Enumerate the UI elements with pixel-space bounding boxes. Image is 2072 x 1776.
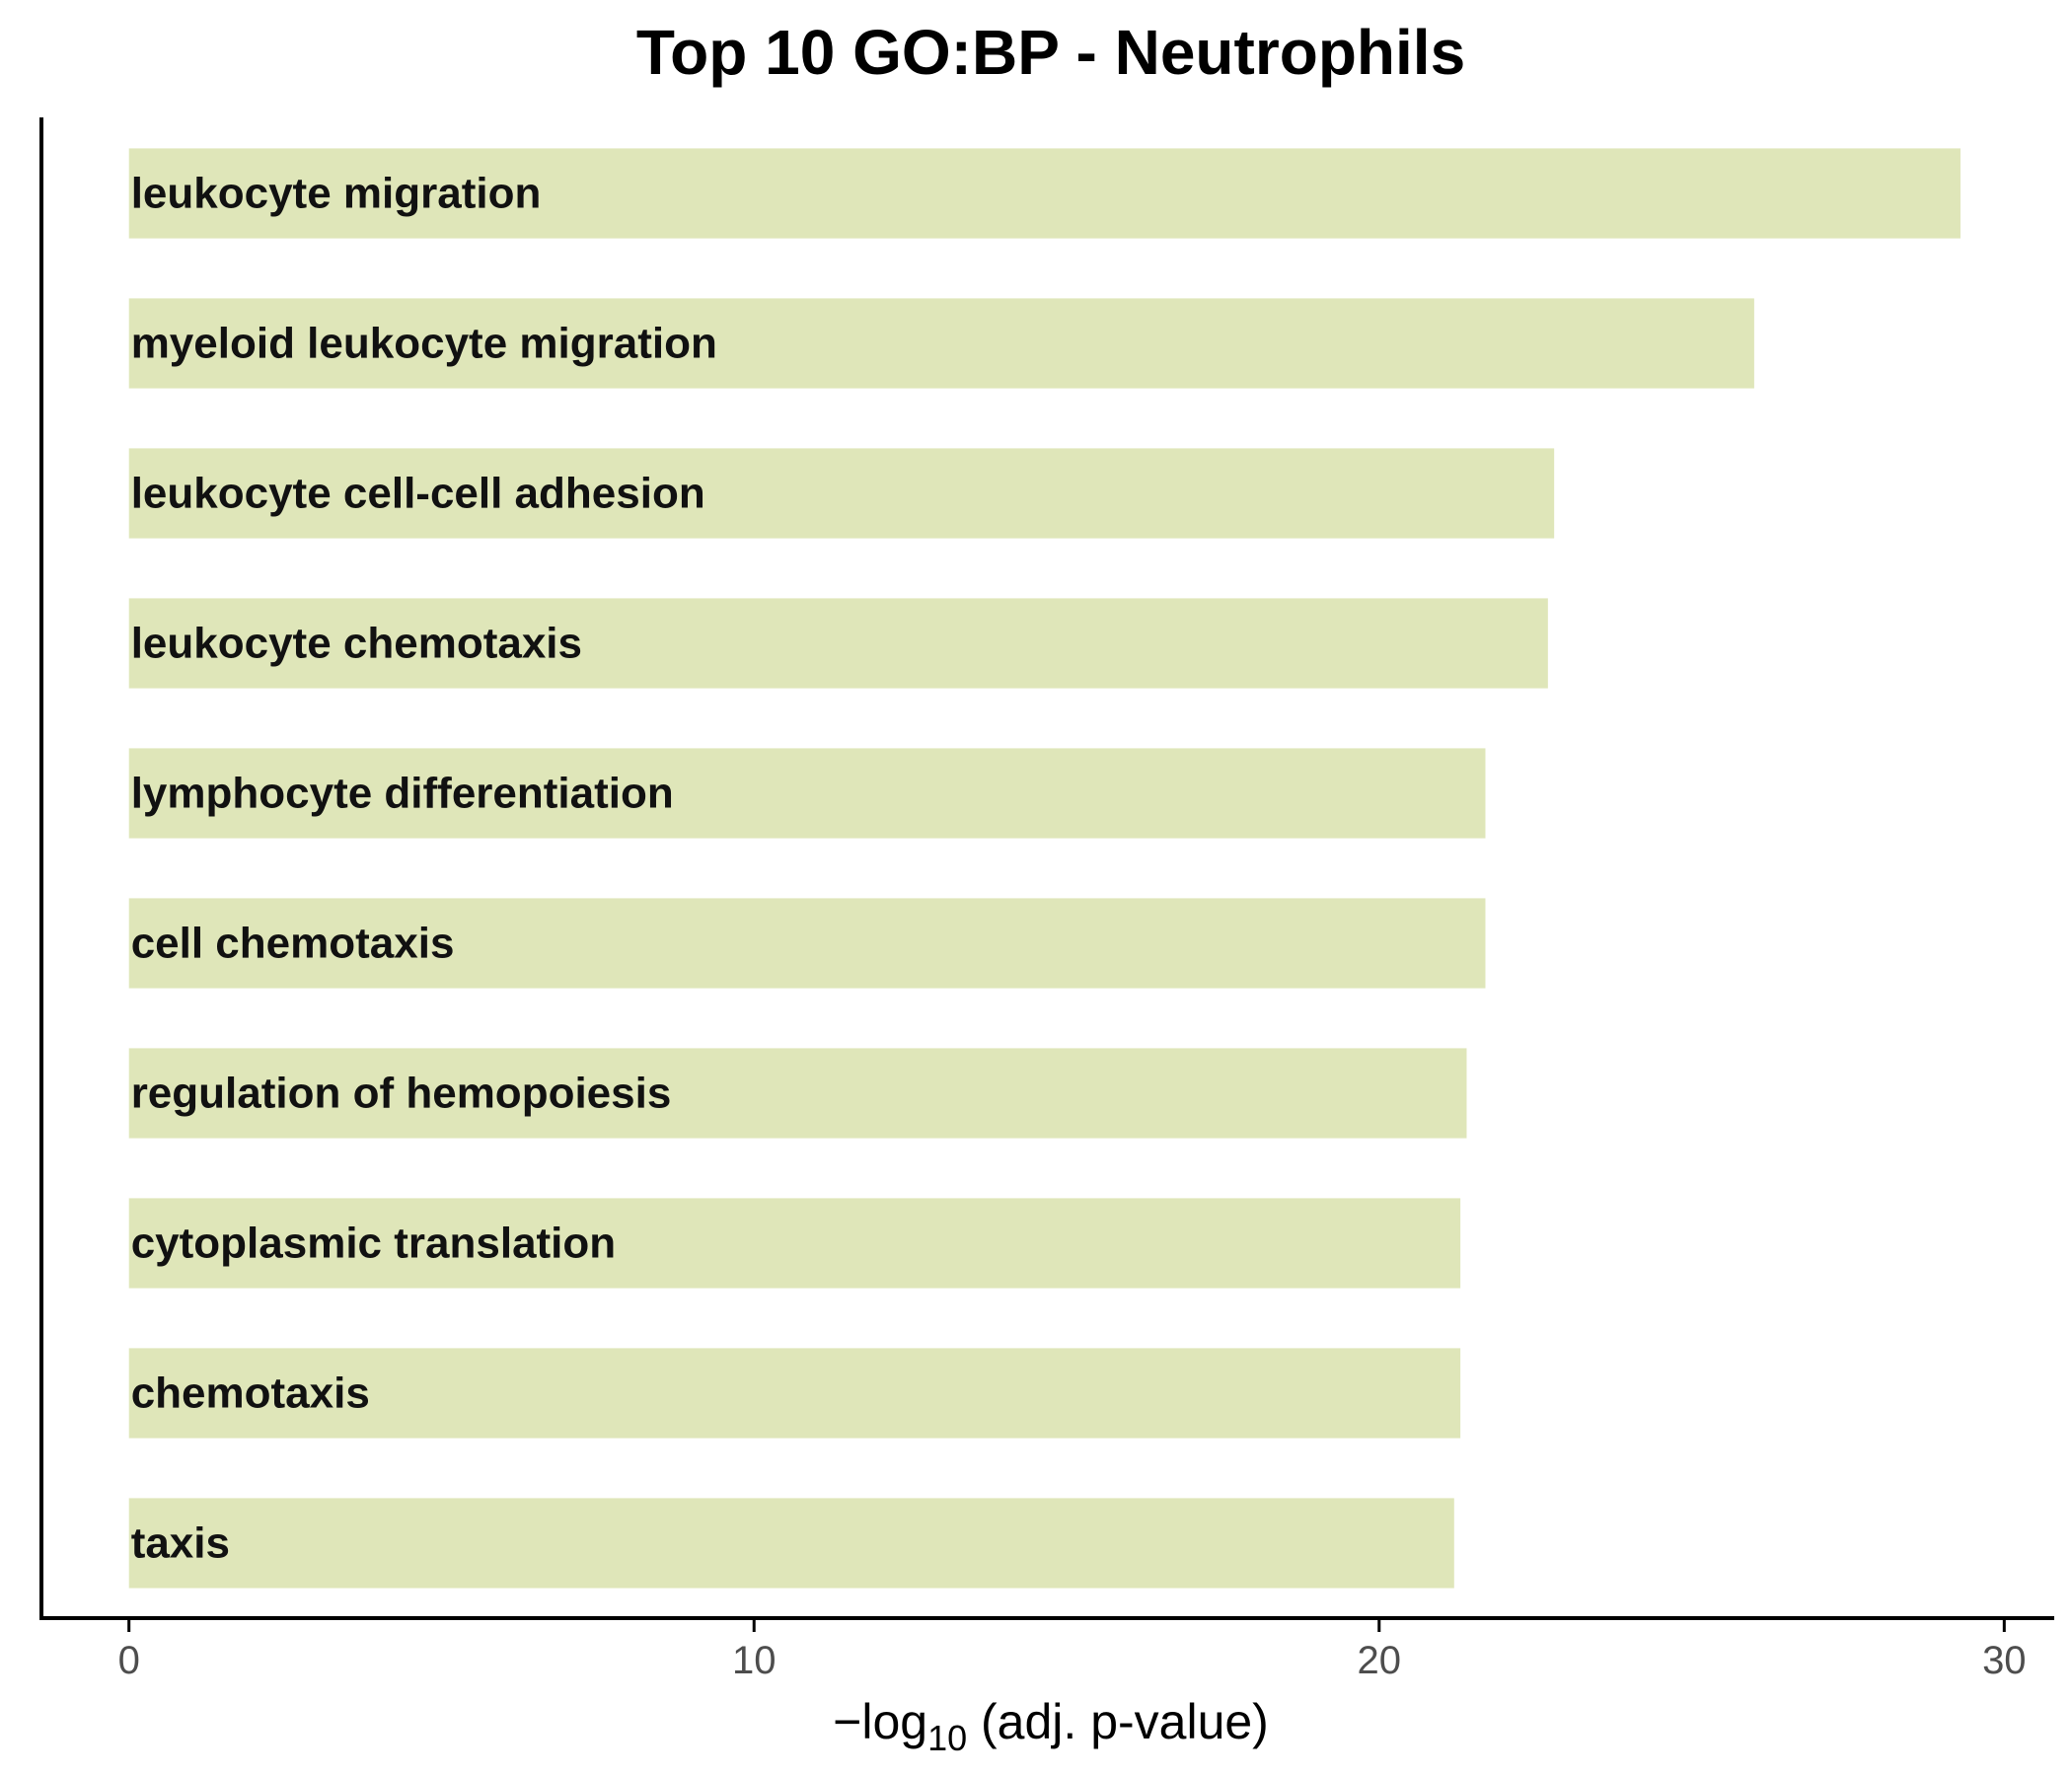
bar-5: [128, 748, 1486, 839]
bar-label-7: regulation of hemopoiesis: [131, 1070, 672, 1118]
bar-4: [128, 598, 1548, 689]
x-axis-title-subscript: 10: [927, 1718, 967, 1758]
bar-label-6: cell chemotaxis: [131, 920, 455, 968]
bar-label-8: cytoplasmic translation: [131, 1220, 616, 1268]
bars-group: [128, 148, 1961, 1589]
bar-label-2: myeloid leukocyte migration: [131, 320, 717, 368]
bar-label-5: lymphocyte differentiation: [131, 770, 674, 818]
bar-3: [128, 448, 1555, 539]
x-axis-title-suffix: (adj. p-value): [967, 1694, 1269, 1749]
x-tick-label-4: 30: [1982, 1639, 2027, 1682]
bar-6: [128, 898, 1486, 989]
bar-8: [128, 1198, 1461, 1289]
x-axis-ticks: 0 10 20 30: [118, 1618, 2027, 1682]
x-axis-title-prefix: −log: [833, 1694, 927, 1749]
bar-label-9: chemotaxis: [131, 1369, 370, 1418]
bar-label-10: taxis: [131, 1519, 230, 1568]
bar-10: [128, 1498, 1454, 1589]
bar-label-1: leukocyte migration: [131, 170, 542, 218]
x-tick-label-3: 20: [1358, 1639, 1402, 1682]
x-axis-title: −log10 (adj. p-value): [833, 1694, 1269, 1758]
bar-labels-group: leukocyte migration myeloid leukocyte mig…: [131, 170, 717, 1568]
chart-title: Top 10 GO:BP - Neutrophils: [636, 17, 1465, 88]
bar-label-3: leukocyte cell-cell adhesion: [131, 470, 705, 518]
bar-2: [128, 298, 1754, 389]
bar-label-4: leukocyte chemotaxis: [131, 620, 582, 668]
bar-9: [128, 1348, 1461, 1439]
bar-7: [128, 1048, 1467, 1139]
x-tick-label-1: 0: [118, 1639, 140, 1682]
x-tick-label-2: 10: [732, 1639, 777, 1682]
bar-1: [128, 148, 1961, 239]
